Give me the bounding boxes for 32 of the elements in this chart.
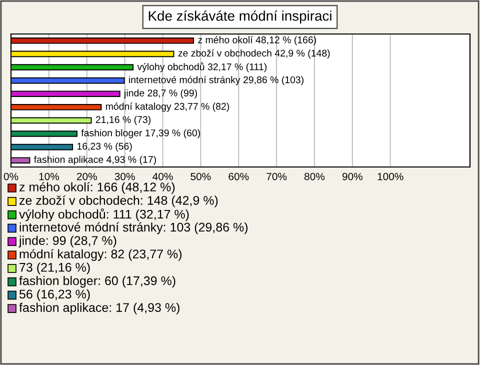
chart-title: Kde získáváte módní inspiraci (148, 10, 332, 24)
x-tick-label: 0% (4, 172, 18, 180)
text: internetové módní stránky: 103 (29,86 %) (20, 222, 248, 234)
text: módní katalogy: 82 (23,77 %) (20, 249, 182, 261)
x-tick-label: 40% (152, 172, 173, 180)
x-tick-label: 80% (304, 172, 325, 180)
text: fashion bloger: 60 (17,39 %) (19, 276, 176, 288)
x-tick-label: 10% (39, 172, 59, 180)
text: 56 (16,23 %) (20, 289, 90, 302)
data-label: 21,16 % (73) (96, 116, 150, 125)
text: jinde: 99 (28,7 %) (18, 236, 116, 248)
text: z mého okolí: 166 (48,12 %) (20, 182, 175, 194)
text: výlohy obchodů: 111 (32,17 %) (19, 208, 189, 222)
text: 73 (21,16 %) (20, 262, 90, 274)
x-tick-label: 30% (114, 172, 135, 180)
x-tick-label: 20% (76, 172, 97, 180)
x-tick-label: 100% (378, 172, 404, 180)
data-label: internetové módní stránky 29,86 % (103) (129, 76, 304, 86)
data-label: fashion aplikace 4,93 % (17) (34, 156, 156, 165)
data-label: výlohy obchodů 32,17 % (111) (137, 62, 266, 72)
data-label: 16,23 % (56) (77, 142, 132, 152)
x-tick-label: 50% (190, 172, 211, 180)
x-tick-label: 90% (342, 172, 362, 180)
text: ze zboží v obchodech: 148 (42,9 %) (20, 196, 218, 208)
data-label: ze zboží v obchodech 42,9 % (148) (178, 49, 330, 59)
data-label: módní katalogy 23,77 % (82) (106, 102, 230, 112)
x-tick-label: 60% (228, 172, 249, 180)
data-label: fashion bloger 17,39 % (60) (81, 129, 200, 138)
x-tick-label: 70% (266, 172, 287, 180)
text: fashion aplikace: 17 (4,93 %) (19, 302, 180, 314)
data-label: jinde 28,7 % (99) (124, 89, 197, 98)
data-label: z mého okolí 48,12 % (166) (198, 36, 316, 46)
